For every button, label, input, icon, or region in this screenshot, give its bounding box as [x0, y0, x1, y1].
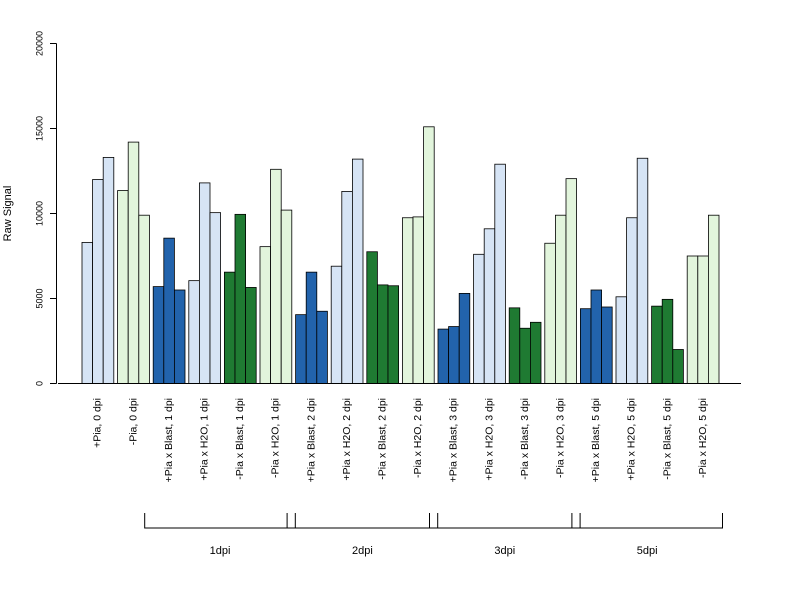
- group-bracket: [571, 513, 723, 529]
- bar: [316, 310, 328, 384]
- bar: [92, 179, 104, 384]
- bar: [448, 326, 460, 384]
- bar: [81, 241, 94, 384]
- bar: [530, 321, 542, 384]
- bar: [519, 327, 531, 384]
- group-label: 3dpi: [494, 545, 515, 557]
- x-tick-label: +Pia x Blast, 3 dpi: [448, 398, 460, 482]
- y-tick-label: 15000: [34, 116, 44, 141]
- bars-layer: [81, 126, 720, 384]
- bar: [351, 158, 364, 384]
- bar: [437, 328, 450, 384]
- bar: [270, 168, 282, 384]
- bar: [173, 289, 186, 384]
- bar: [661, 298, 674, 384]
- group-label: 2dpi: [352, 545, 373, 557]
- bar: [259, 246, 272, 384]
- bar: [473, 253, 485, 384]
- bar: [163, 237, 175, 384]
- bar: [366, 251, 378, 384]
- bar: [401, 217, 414, 384]
- bar: [565, 178, 578, 384]
- bar: [636, 157, 649, 384]
- bar: [387, 285, 400, 384]
- bar: [544, 242, 556, 384]
- x-tick-label: +Pia x H2O, 1 dpi: [198, 398, 210, 481]
- group-bracket: [429, 513, 581, 529]
- bar: [601, 306, 613, 384]
- x-tick-label: -Pia, 0 dpi: [127, 398, 139, 445]
- group-label: 5dpi: [637, 545, 658, 557]
- x-tick-label: -Pia x H2O, 2 dpi: [412, 398, 424, 478]
- x-tick-label: -Pia x H2O, 5 dpi: [697, 398, 709, 478]
- bar: [198, 182, 211, 384]
- bar: [651, 305, 663, 384]
- bar: [580, 308, 592, 384]
- y-tick-label: 10000: [34, 201, 44, 226]
- x-tick-label: -Pia x Blast, 2 dpi: [376, 398, 388, 480]
- bar: [138, 214, 150, 384]
- bar: [223, 271, 236, 384]
- bar: [494, 163, 506, 384]
- y-axis-label: Raw Signal: [2, 186, 14, 242]
- group-bracket: [286, 513, 439, 529]
- bar: [102, 156, 115, 384]
- bar: [458, 292, 471, 384]
- x-tick-label: +Pia x Blast, 2 dpi: [305, 398, 317, 482]
- bar: [483, 228, 496, 384]
- group-label: 1dpi: [210, 545, 231, 557]
- x-tick-labels: +Pia, 0 dpi -Pia, 0 dpi +Pia x Blast, 1 dp…: [92, 398, 709, 482]
- bar: [590, 289, 603, 384]
- bar: [508, 307, 521, 384]
- y-tick-label: 5000: [34, 288, 44, 308]
- bar: [697, 255, 709, 384]
- bar: [152, 286, 165, 384]
- bar: [209, 212, 222, 384]
- axis-layer: 0 5000 10000 15000 20000: [34, 31, 741, 386]
- x-tick-label: -Pia x H2O, 3 dpi: [554, 398, 566, 478]
- group-bracket: [144, 513, 296, 529]
- bar: [412, 216, 425, 384]
- bar: [672, 349, 684, 384]
- y-tick-label: 0: [34, 381, 44, 386]
- bar: [626, 217, 638, 384]
- x-tick-label: +Pia, 0 dpi: [92, 398, 104, 448]
- bar: [341, 190, 353, 384]
- x-tick-label: +Pia x H2O, 5 dpi: [626, 398, 638, 481]
- bar: [376, 284, 389, 384]
- bar: [295, 314, 307, 384]
- y-tick-label: 20000: [34, 31, 44, 56]
- x-tick-label: -Pia x Blast, 5 dpi: [661, 398, 673, 480]
- bar: [188, 280, 200, 384]
- bar: [423, 126, 435, 384]
- bar: [245, 287, 257, 384]
- bar: [615, 296, 628, 384]
- bar: [555, 214, 567, 384]
- x-tick-label: +Pia x Blast, 1 dpi: [163, 398, 175, 482]
- bar: [686, 255, 699, 384]
- x-tick-label: -Pia x Blast, 1 dpi: [234, 398, 246, 480]
- x-tick-label: -Pia x Blast, 3 dpi: [519, 398, 531, 480]
- x-tick-label: +Pia x Blast, 5 dpi: [590, 398, 602, 482]
- bar: [117, 190, 129, 384]
- bar: [708, 214, 720, 384]
- bar: [127, 141, 140, 384]
- bar: [330, 265, 343, 384]
- bar: [280, 209, 293, 384]
- x-tick-label: +Pia x H2O, 3 dpi: [483, 398, 495, 481]
- x-tick-label: -Pia x H2O, 1 dpi: [270, 398, 282, 478]
- bar: [305, 271, 318, 384]
- bar: [234, 213, 247, 384]
- group-brackets: 1dpi 2dpi 3dpi 5dpi: [144, 513, 723, 557]
- x-tick-label: +Pia x H2O, 2 dpi: [341, 398, 353, 481]
